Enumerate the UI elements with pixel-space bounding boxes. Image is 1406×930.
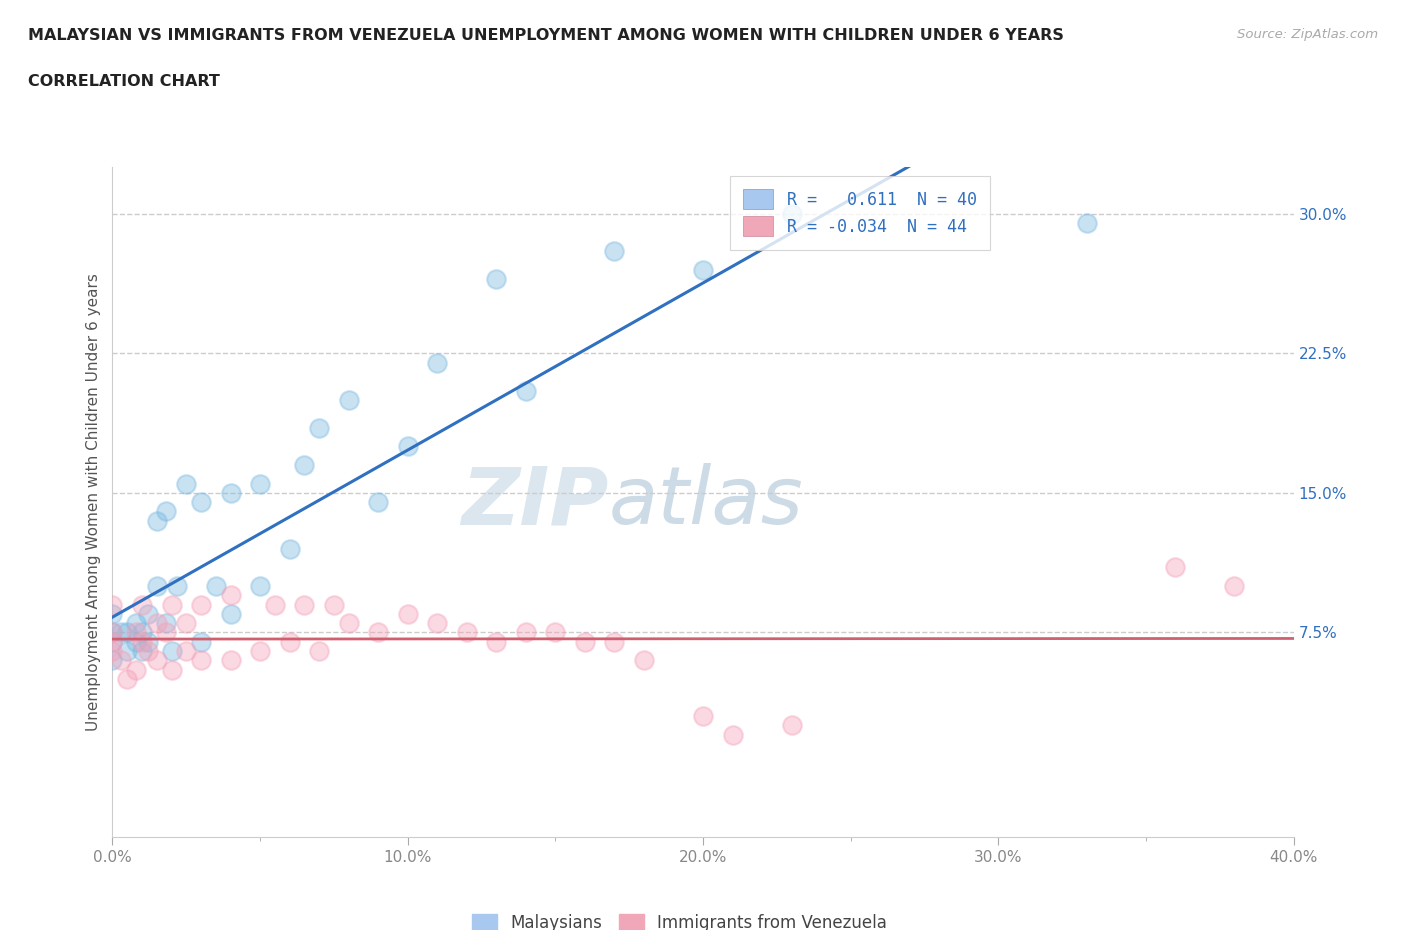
Point bbox=[485, 272, 508, 286]
Point bbox=[125, 634, 148, 649]
Point bbox=[146, 578, 169, 593]
Point bbox=[515, 625, 537, 640]
Point bbox=[101, 634, 124, 649]
Point bbox=[155, 616, 177, 631]
Point bbox=[367, 625, 389, 640]
Text: Source: ZipAtlas.com: Source: ZipAtlas.com bbox=[1237, 28, 1378, 41]
Point bbox=[136, 644, 159, 658]
Point bbox=[544, 625, 567, 640]
Point bbox=[337, 392, 360, 407]
Point bbox=[101, 597, 124, 612]
Point bbox=[160, 662, 183, 677]
Point bbox=[125, 662, 148, 677]
Point bbox=[131, 625, 153, 640]
Text: atlas: atlas bbox=[609, 463, 803, 541]
Point bbox=[136, 634, 159, 649]
Point bbox=[174, 616, 197, 631]
Point bbox=[110, 653, 132, 668]
Point bbox=[160, 644, 183, 658]
Point bbox=[337, 616, 360, 631]
Point bbox=[131, 644, 153, 658]
Point bbox=[174, 476, 197, 491]
Point bbox=[155, 504, 177, 519]
Point bbox=[190, 495, 212, 510]
Point bbox=[125, 616, 148, 631]
Point bbox=[125, 625, 148, 640]
Point bbox=[146, 616, 169, 631]
Point bbox=[219, 606, 242, 621]
Point bbox=[219, 588, 242, 603]
Point bbox=[101, 634, 124, 649]
Point bbox=[190, 597, 212, 612]
Point bbox=[160, 597, 183, 612]
Text: CORRELATION CHART: CORRELATION CHART bbox=[28, 74, 219, 89]
Point bbox=[166, 578, 188, 593]
Point bbox=[155, 625, 177, 640]
Point bbox=[292, 597, 315, 612]
Point bbox=[603, 634, 626, 649]
Point bbox=[692, 262, 714, 277]
Point bbox=[146, 653, 169, 668]
Point bbox=[367, 495, 389, 510]
Point bbox=[205, 578, 228, 593]
Point bbox=[101, 625, 124, 640]
Point bbox=[146, 513, 169, 528]
Point bbox=[278, 634, 301, 649]
Point bbox=[249, 578, 271, 593]
Point bbox=[308, 420, 330, 435]
Point bbox=[426, 355, 449, 370]
Point bbox=[574, 634, 596, 649]
Point bbox=[174, 644, 197, 658]
Point bbox=[426, 616, 449, 631]
Text: ZIP: ZIP bbox=[461, 463, 609, 541]
Point bbox=[101, 644, 124, 658]
Point bbox=[1164, 560, 1187, 575]
Point bbox=[264, 597, 287, 612]
Legend: Malaysians, Immigrants from Venezuela: Malaysians, Immigrants from Venezuela bbox=[464, 906, 896, 930]
Point bbox=[1223, 578, 1246, 593]
Point bbox=[308, 644, 330, 658]
Point bbox=[131, 634, 153, 649]
Point bbox=[780, 206, 803, 221]
Point bbox=[190, 653, 212, 668]
Point bbox=[323, 597, 346, 612]
Point bbox=[721, 727, 744, 742]
Point bbox=[219, 653, 242, 668]
Point bbox=[456, 625, 478, 640]
Point bbox=[485, 634, 508, 649]
Point bbox=[396, 606, 419, 621]
Point bbox=[117, 671, 138, 686]
Point bbox=[110, 625, 132, 640]
Point bbox=[396, 439, 419, 454]
Point bbox=[692, 709, 714, 724]
Point bbox=[131, 597, 153, 612]
Point bbox=[117, 644, 138, 658]
Point bbox=[190, 634, 212, 649]
Point bbox=[101, 606, 124, 621]
Point bbox=[515, 383, 537, 398]
Point bbox=[292, 458, 315, 472]
Point bbox=[603, 244, 626, 259]
Point bbox=[278, 541, 301, 556]
Point bbox=[219, 485, 242, 500]
Point bbox=[101, 625, 124, 640]
Point bbox=[780, 718, 803, 733]
Text: MALAYSIAN VS IMMIGRANTS FROM VENEZUELA UNEMPLOYMENT AMONG WOMEN WITH CHILDREN UN: MALAYSIAN VS IMMIGRANTS FROM VENEZUELA U… bbox=[28, 28, 1064, 43]
Point bbox=[1076, 216, 1098, 231]
Point bbox=[249, 644, 271, 658]
Point bbox=[136, 606, 159, 621]
Point bbox=[249, 476, 271, 491]
Y-axis label: Unemployment Among Women with Children Under 6 years: Unemployment Among Women with Children U… bbox=[86, 273, 101, 731]
Point bbox=[633, 653, 655, 668]
Point bbox=[117, 625, 138, 640]
Point bbox=[101, 653, 124, 668]
